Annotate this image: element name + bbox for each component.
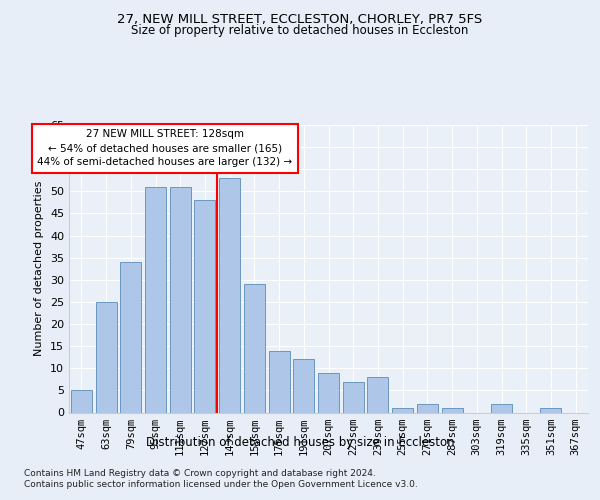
Text: Contains HM Land Registry data © Crown copyright and database right 2024.: Contains HM Land Registry data © Crown c… <box>24 469 376 478</box>
Bar <box>442 408 463 412</box>
Bar <box>491 404 512 412</box>
Bar <box>194 200 215 412</box>
Bar <box>244 284 265 412</box>
Bar <box>417 404 438 412</box>
Bar <box>367 377 388 412</box>
Bar <box>95 302 116 412</box>
Bar <box>120 262 141 412</box>
Text: Distribution of detached houses by size in Eccleston: Distribution of detached houses by size … <box>146 436 454 449</box>
Text: 27 NEW MILL STREET: 128sqm
← 54% of detached houses are smaller (165)
44% of sem: 27 NEW MILL STREET: 128sqm ← 54% of deta… <box>37 130 293 168</box>
Bar <box>541 408 562 412</box>
Bar <box>71 390 92 412</box>
Bar <box>318 372 339 412</box>
Text: 27, NEW MILL STREET, ECCLESTON, CHORLEY, PR7 5FS: 27, NEW MILL STREET, ECCLESTON, CHORLEY,… <box>118 12 482 26</box>
Y-axis label: Number of detached properties: Number of detached properties <box>34 181 44 356</box>
Bar <box>269 350 290 412</box>
Text: Contains public sector information licensed under the Open Government Licence v3: Contains public sector information licen… <box>24 480 418 489</box>
Bar <box>219 178 240 412</box>
Bar <box>145 187 166 412</box>
Bar <box>170 187 191 412</box>
Bar <box>293 360 314 412</box>
Bar <box>392 408 413 412</box>
Text: Size of property relative to detached houses in Eccleston: Size of property relative to detached ho… <box>131 24 469 37</box>
Bar <box>343 382 364 412</box>
